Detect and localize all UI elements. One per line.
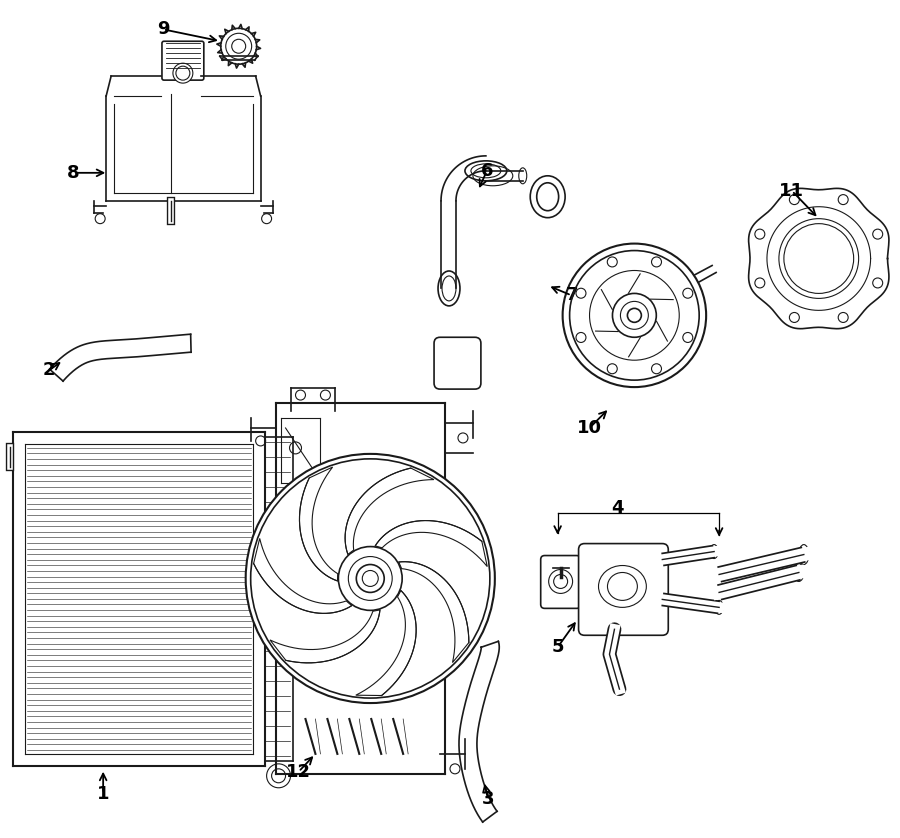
Ellipse shape — [598, 566, 646, 608]
Circle shape — [608, 364, 617, 374]
Circle shape — [220, 28, 256, 65]
Circle shape — [450, 764, 460, 773]
Text: 2: 2 — [43, 361, 56, 379]
Circle shape — [338, 546, 402, 610]
Circle shape — [789, 194, 799, 204]
Circle shape — [295, 391, 305, 400]
Circle shape — [627, 308, 642, 323]
Ellipse shape — [465, 161, 507, 181]
Circle shape — [356, 565, 384, 592]
Circle shape — [873, 229, 883, 239]
Ellipse shape — [438, 271, 460, 306]
Ellipse shape — [518, 168, 526, 184]
Circle shape — [838, 194, 848, 204]
Circle shape — [95, 214, 105, 224]
Circle shape — [683, 333, 693, 343]
Circle shape — [778, 219, 859, 298]
Text: 9: 9 — [157, 20, 169, 39]
FancyBboxPatch shape — [434, 337, 481, 389]
Circle shape — [652, 364, 662, 374]
Polygon shape — [345, 468, 434, 555]
Circle shape — [838, 313, 848, 323]
Ellipse shape — [710, 545, 718, 559]
Circle shape — [549, 570, 572, 593]
FancyBboxPatch shape — [541, 556, 580, 608]
Circle shape — [608, 257, 617, 267]
Polygon shape — [254, 538, 352, 613]
Polygon shape — [356, 591, 416, 696]
Circle shape — [173, 63, 193, 83]
Polygon shape — [300, 467, 338, 581]
Ellipse shape — [536, 183, 559, 210]
Text: 6: 6 — [481, 162, 493, 180]
Text: 1: 1 — [97, 784, 110, 803]
Circle shape — [755, 229, 765, 239]
Circle shape — [789, 313, 799, 323]
Circle shape — [562, 244, 706, 387]
Circle shape — [576, 333, 586, 343]
Polygon shape — [375, 520, 487, 566]
Circle shape — [458, 433, 468, 443]
Circle shape — [576, 288, 586, 298]
Text: 5: 5 — [552, 639, 564, 656]
Text: 4: 4 — [611, 499, 624, 517]
Ellipse shape — [794, 563, 804, 582]
Text: 11: 11 — [779, 182, 805, 199]
Text: 12: 12 — [286, 763, 311, 781]
Polygon shape — [399, 561, 469, 663]
Circle shape — [613, 293, 656, 337]
Circle shape — [290, 442, 302, 454]
Circle shape — [266, 764, 291, 788]
Circle shape — [873, 278, 883, 288]
Circle shape — [683, 288, 693, 298]
Text: 7: 7 — [565, 287, 578, 304]
FancyBboxPatch shape — [579, 544, 669, 635]
Ellipse shape — [716, 600, 723, 614]
Circle shape — [256, 436, 266, 446]
Text: 8: 8 — [67, 163, 79, 182]
Circle shape — [246, 454, 495, 703]
Text: 10: 10 — [577, 419, 602, 437]
Polygon shape — [270, 610, 380, 663]
Circle shape — [755, 278, 765, 288]
Circle shape — [320, 391, 330, 400]
Text: 3: 3 — [482, 789, 494, 808]
Ellipse shape — [530, 176, 565, 218]
Circle shape — [262, 214, 272, 224]
Circle shape — [652, 257, 662, 267]
Ellipse shape — [799, 545, 809, 565]
